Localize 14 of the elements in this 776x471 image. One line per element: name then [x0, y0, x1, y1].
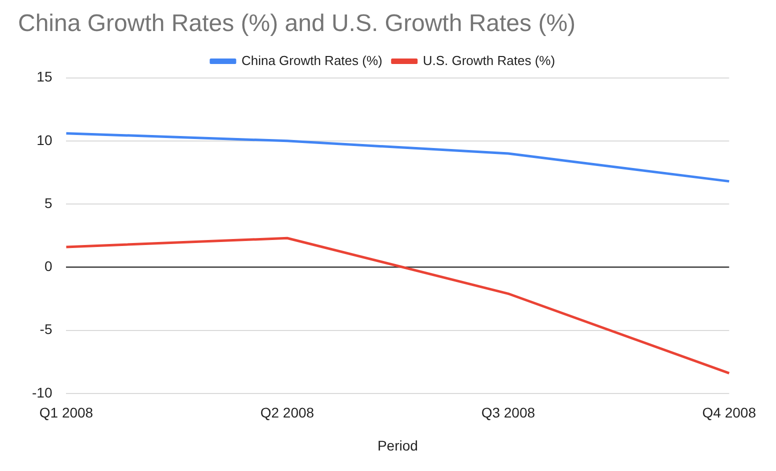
x-tick-label: Q1 2008 — [39, 404, 94, 421]
chart-title: China Growth Rates (%) and U.S. Growth Rates (%) — [18, 10, 576, 38]
x-tick-label: Q2 2008 — [260, 404, 314, 421]
x-tick-label: Q3 2008 — [481, 404, 536, 421]
y-tick-label: 10 — [36, 132, 52, 148]
y-tick-label: -5 — [40, 321, 52, 338]
x-axis-title: Period — [377, 437, 418, 454]
x-tick-label: Q4 2008 — [702, 404, 756, 421]
y-tick-label: 0 — [44, 258, 52, 274]
y-tick-label: 5 — [44, 194, 52, 211]
legend-label: U.S. Growth Rates (%) — [422, 52, 556, 68]
legend-label: China Growth Rates (%) — [241, 52, 382, 68]
y-tick-label: 15 — [36, 68, 52, 85]
y-tick-label: -10 — [32, 384, 52, 400]
